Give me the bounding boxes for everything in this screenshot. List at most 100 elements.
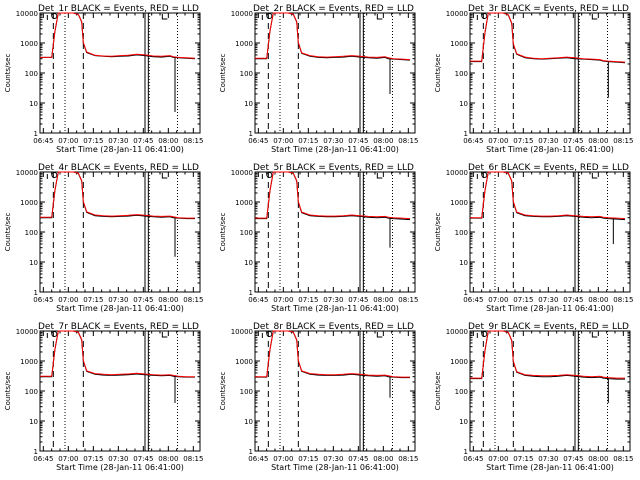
y-tick-label: 100 bbox=[455, 229, 468, 237]
interval-glyph bbox=[376, 332, 383, 338]
y-tick-label: 10 bbox=[459, 100, 468, 108]
y-tick-label: 1 bbox=[249, 289, 253, 297]
y-tick-label: 10000 bbox=[231, 328, 253, 336]
interval-glyph bbox=[376, 14, 383, 20]
x-tick-label: 06:45 bbox=[33, 137, 53, 145]
y-axis-label: Counts/sec bbox=[4, 54, 12, 93]
lld-series bbox=[255, 171, 411, 220]
events-series bbox=[255, 330, 410, 379]
panel-8: Det_8r BLACK = Events, RED = LLD 1 10 100 10… bbox=[219, 322, 418, 472]
y-axis-label: Counts/sec bbox=[434, 372, 442, 411]
x-tick-label: 07:00 bbox=[488, 296, 508, 304]
y-tick-label: 100 bbox=[240, 70, 253, 78]
interval-glyph bbox=[481, 331, 488, 337]
x-tick-label: 07:30 bbox=[538, 455, 558, 463]
y-axis-label: Counts/sec bbox=[4, 372, 12, 411]
y-tick-label: 100 bbox=[455, 388, 468, 396]
lld-series bbox=[255, 12, 411, 61]
y-tick-label: 1 bbox=[34, 289, 38, 297]
x-tick-label: 08:15 bbox=[613, 137, 633, 145]
lld-series bbox=[40, 171, 195, 219]
x-tick-label: 07:45 bbox=[348, 137, 368, 145]
y-tick-label: 10 bbox=[244, 100, 253, 108]
events-series bbox=[40, 330, 195, 378]
y-tick-label: 10 bbox=[29, 100, 38, 108]
x-tick-label: 07:00 bbox=[273, 137, 293, 145]
x-tick-label: 06:45 bbox=[33, 455, 53, 463]
x-tick-label: 06:45 bbox=[248, 455, 268, 463]
y-tick-label: 1 bbox=[464, 130, 468, 138]
plot-frame bbox=[469, 330, 631, 452]
y-tick-label: 1 bbox=[464, 289, 468, 297]
x-tick-label: 07:00 bbox=[58, 137, 78, 145]
x-tick-label: 08:00 bbox=[373, 137, 393, 145]
interval-glyph bbox=[591, 332, 598, 338]
y-axis-label: Counts/sec bbox=[4, 213, 12, 252]
lld-series bbox=[40, 330, 195, 378]
x-tick-label: 07:15 bbox=[513, 137, 533, 145]
x-tick-label: 08:15 bbox=[183, 455, 203, 463]
x-tick-label: 08:15 bbox=[183, 296, 203, 304]
x-axis-label: Start Time (28-Jan-11 06:41:00) bbox=[486, 304, 614, 313]
x-tick-label: 08:15 bbox=[613, 296, 633, 304]
x-tick-label: 07:15 bbox=[83, 296, 103, 304]
x-tick-label: 08:15 bbox=[613, 455, 633, 463]
plot-frame bbox=[39, 171, 201, 293]
panel-title: Det_7r BLACK = Events, RED = LLD bbox=[38, 322, 199, 332]
y-tick-label: 10000 bbox=[16, 328, 38, 336]
x-tick-label: 08:00 bbox=[373, 455, 393, 463]
x-tick-label: 08:00 bbox=[588, 137, 608, 145]
plot-frame bbox=[254, 12, 416, 134]
x-axis-label: Start Time (28-Jan-11 06:41:00) bbox=[56, 145, 184, 154]
x-axis-label: Start Time (28-Jan-11 06:41:00) bbox=[486, 463, 614, 472]
x-tick-label: 06:45 bbox=[463, 455, 483, 463]
events-series bbox=[40, 12, 196, 60]
interval-glyph bbox=[376, 173, 383, 179]
y-tick-label: 10 bbox=[29, 418, 38, 426]
panel-title: Det_1r BLACK = Events, RED = LLD bbox=[38, 4, 199, 14]
y-axis-label: Counts/sec bbox=[219, 54, 227, 93]
plot-frame bbox=[469, 12, 631, 134]
y-axis-label: Counts/sec bbox=[434, 213, 442, 252]
interval-glyph bbox=[161, 173, 168, 179]
y-tick-label: 1000 bbox=[20, 40, 38, 48]
y-tick-label: 100 bbox=[25, 388, 38, 396]
y-tick-label: 10000 bbox=[446, 328, 468, 336]
x-tick-label: 07:15 bbox=[83, 455, 103, 463]
x-tick-label: 06:45 bbox=[463, 296, 483, 304]
y-tick-label: 1000 bbox=[235, 40, 253, 48]
lld-series bbox=[470, 330, 625, 379]
lld-series bbox=[255, 330, 410, 378]
events-series bbox=[255, 12, 411, 61]
x-axis-label: Start Time (28-Jan-11 06:41:00) bbox=[271, 463, 399, 472]
events-series bbox=[470, 330, 625, 380]
y-tick-label: 10000 bbox=[231, 169, 253, 177]
y-tick-label: 1 bbox=[464, 448, 468, 456]
x-axis-label: Start Time (28-Jan-11 06:41:00) bbox=[271, 304, 399, 313]
x-tick-label: 07:00 bbox=[488, 137, 508, 145]
events-series bbox=[470, 171, 626, 221]
interval-glyph bbox=[266, 172, 273, 178]
panel-title: Det_2r BLACK = Events, RED = LLD bbox=[253, 4, 414, 14]
y-tick-label: 10 bbox=[244, 259, 253, 267]
y-tick-label: 100 bbox=[455, 70, 468, 78]
interval-glyph bbox=[161, 14, 168, 20]
y-tick-label: 100 bbox=[25, 229, 38, 237]
panel-5: Det_5r BLACK = Events, RED = LLD 1 10 100 10… bbox=[219, 163, 418, 313]
x-tick-label: 07:15 bbox=[83, 137, 103, 145]
interval-glyph bbox=[266, 331, 273, 337]
y-tick-label: 10 bbox=[459, 259, 468, 267]
panel-title: Det_4r BLACK = Events, RED = LLD bbox=[38, 163, 199, 173]
y-tick-label: 1000 bbox=[450, 358, 468, 366]
x-tick-label: 06:45 bbox=[33, 296, 53, 304]
interval-glyph bbox=[591, 173, 598, 179]
y-tick-label: 10000 bbox=[16, 10, 38, 18]
lld-series bbox=[40, 12, 196, 59]
x-tick-label: 08:00 bbox=[588, 455, 608, 463]
y-tick-label: 1 bbox=[249, 130, 253, 138]
y-tick-label: 10 bbox=[244, 418, 253, 426]
x-tick-label: 06:45 bbox=[463, 137, 483, 145]
lld-series bbox=[470, 171, 626, 220]
y-tick-label: 10 bbox=[29, 259, 38, 267]
x-tick-label: 07:45 bbox=[563, 455, 583, 463]
